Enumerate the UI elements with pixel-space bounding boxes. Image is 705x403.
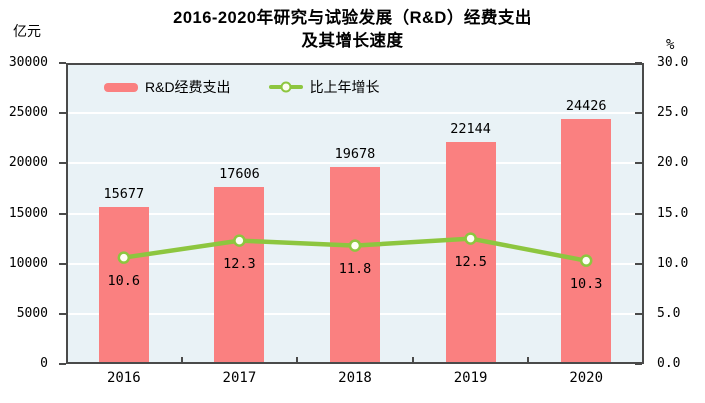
y-axis-tick-label: 0 — [40, 356, 48, 371]
bar-value-label: 15677 — [103, 185, 145, 202]
legend-item-line: 比上年增长 — [268, 77, 380, 97]
gridline — [68, 112, 642, 115]
chart-title-line1: 2016-2020年研究与试验发展（R&D）经费支出 — [173, 9, 532, 27]
chart-title-line2: 及其增长速度 — [301, 32, 404, 50]
x-axis-tick — [411, 357, 414, 364]
y-axis-tick-label: 30000 — [8, 55, 48, 70]
y2-axis-tick-label: 10.0 — [657, 255, 689, 271]
growth-value-label: 10.3 — [569, 275, 603, 292]
y-axis-tick — [59, 62, 66, 64]
growth-value-label: 11.8 — [338, 260, 372, 277]
legend-item-bar: R&D经费支出 — [104, 77, 231, 97]
y2-axis-tick-label: 5.0 — [657, 305, 681, 321]
x-axis-tick-label: 2020 — [569, 370, 604, 386]
x-axis-tick — [527, 357, 530, 364]
y-axis-tick — [59, 262, 66, 265]
x-axis-tick-label: 2018 — [338, 370, 372, 386]
y2-axis-tick — [635, 312, 642, 315]
bar-value-label: 17606 — [219, 166, 260, 183]
y2-axis-tick — [635, 62, 642, 64]
chart-title: 2016-2020年研究与试验发展（R&D）经费支出 及其增长速度 — [0, 7, 705, 53]
growth-value-label: 10.6 — [107, 272, 141, 289]
y-axis-tick-label: 5000 — [16, 305, 48, 321]
left-axis-unit-label: 亿元 — [13, 23, 41, 39]
bar — [561, 118, 612, 362]
bar-series-swatch-icon — [104, 82, 138, 92]
gridline — [68, 162, 642, 165]
line-marker — [117, 251, 131, 264]
y2-axis-tick — [635, 262, 642, 265]
y-axis-tick — [59, 363, 66, 365]
y2-axis-tick-label: 15.0 — [657, 205, 689, 221]
y2-axis-tick-label: 20.0 — [657, 155, 689, 171]
legend: R&D经费支出 比上年增长 — [104, 77, 380, 97]
line-marker — [579, 254, 593, 267]
bar-value-label: 19678 — [334, 145, 376, 162]
x-axis-tick-label: 2017 — [222, 370, 257, 386]
y-axis-tick — [59, 112, 66, 115]
line-marker — [233, 234, 246, 247]
y2-axis-tick — [635, 212, 642, 215]
y2-axis-tick — [635, 162, 642, 165]
x-axis-tick — [180, 357, 183, 364]
y-axis-tick-label: 25000 — [8, 105, 48, 121]
growth-line-chart — [117, 232, 593, 267]
legend-bar-label: R&D经费支出 — [145, 79, 231, 95]
y2-axis-tick-label: 0.0 — [657, 356, 681, 371]
bar — [330, 166, 380, 362]
right-axis-unit-label: % — [666, 37, 675, 53]
line-series-swatch-icon — [268, 81, 303, 93]
y2-axis-tick — [635, 363, 642, 365]
x-axis-tick-label: 2016 — [106, 370, 141, 386]
legend-line-label: 比上年增长 — [309, 79, 380, 95]
line-marker — [464, 232, 477, 245]
y-axis-tick — [59, 212, 66, 215]
bar-value-label: 22144 — [450, 120, 491, 137]
bar-value-label: 24426 — [565, 97, 607, 114]
y-axis-tick — [59, 312, 66, 315]
y2-axis-tick — [635, 112, 642, 115]
growth-value-label: 12.3 — [223, 255, 256, 272]
line-marker — [348, 239, 362, 252]
x-axis-tick-label: 2019 — [453, 370, 488, 386]
growth-value-label: 12.5 — [454, 253, 487, 270]
y2-axis-tick-label: 25.0 — [657, 105, 689, 121]
y-axis-tick-label: 15000 — [8, 205, 48, 221]
bar — [445, 141, 496, 362]
y-axis-tick — [59, 162, 66, 165]
bar — [214, 187, 265, 362]
y-axis-tick-label: 10000 — [8, 255, 48, 271]
y2-axis-tick-label: 30.0 — [657, 55, 689, 70]
x-axis-tick — [296, 357, 299, 364]
y-axis-tick-label: 20000 — [8, 155, 48, 171]
bar — [98, 206, 149, 362]
line-marker-icon — [280, 81, 292, 93]
